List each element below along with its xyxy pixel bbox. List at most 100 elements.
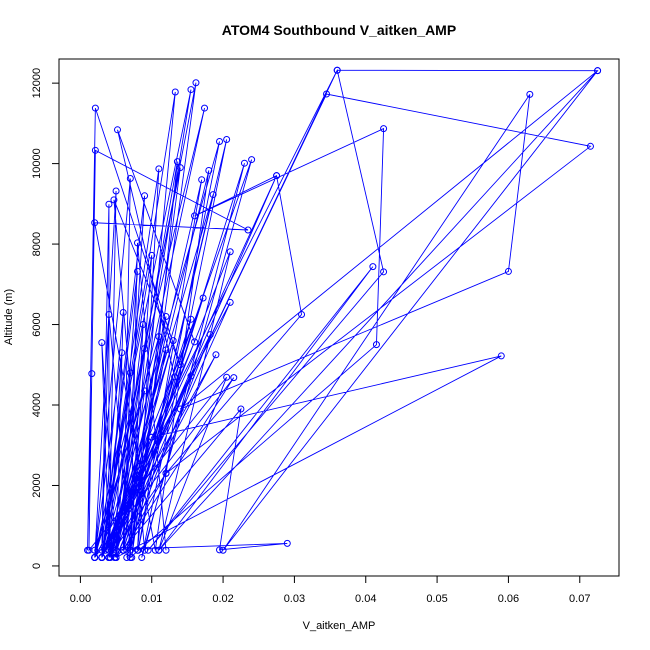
data-point bbox=[248, 156, 256, 164]
data-point bbox=[176, 405, 184, 413]
data-point bbox=[162, 546, 170, 554]
data-point bbox=[176, 361, 184, 369]
data-point bbox=[201, 104, 209, 112]
data-point bbox=[138, 553, 146, 561]
data-point bbox=[298, 310, 306, 318]
data-point bbox=[171, 373, 179, 381]
data-point bbox=[230, 374, 238, 382]
data-point bbox=[191, 338, 199, 346]
x-axis-label: V_aitken_AMP bbox=[303, 620, 376, 632]
data-point bbox=[119, 308, 127, 316]
data-point bbox=[112, 549, 120, 557]
data-point bbox=[126, 369, 134, 377]
data-point bbox=[205, 166, 213, 174]
data-point bbox=[176, 164, 184, 172]
y-tick-label: 10000 bbox=[31, 148, 43, 179]
data-point bbox=[240, 159, 248, 167]
data-point bbox=[139, 321, 147, 329]
x-tick-label: 0.02 bbox=[212, 593, 233, 605]
data-point bbox=[526, 90, 534, 98]
x-tick-label: 0.04 bbox=[355, 593, 376, 605]
chart-title: ATOM4 Southbound V_aitken_AMP bbox=[222, 22, 456, 38]
data-point bbox=[187, 372, 195, 380]
data-point bbox=[141, 345, 149, 353]
y-axis-label: Altitude (m) bbox=[3, 289, 15, 345]
data-point bbox=[112, 187, 120, 195]
data-point bbox=[151, 546, 159, 554]
data-point bbox=[223, 135, 231, 143]
data-point bbox=[141, 387, 149, 395]
data-point bbox=[133, 239, 141, 247]
series-line bbox=[87, 68, 599, 559]
data-point bbox=[91, 146, 99, 154]
data-point bbox=[119, 546, 127, 554]
data-point bbox=[88, 370, 96, 378]
data-point bbox=[123, 546, 131, 554]
data-point bbox=[209, 191, 217, 199]
data-point bbox=[212, 351, 220, 359]
data-point bbox=[594, 67, 602, 75]
data-point bbox=[144, 546, 152, 554]
data-point bbox=[206, 331, 214, 339]
data-point bbox=[198, 176, 206, 184]
data-point bbox=[216, 546, 224, 554]
data-point bbox=[244, 226, 252, 234]
data-point bbox=[223, 373, 231, 381]
data-point bbox=[98, 546, 106, 554]
data-point bbox=[148, 433, 156, 441]
data-point bbox=[226, 248, 234, 256]
data-point bbox=[91, 553, 99, 561]
data-point bbox=[273, 172, 281, 180]
data-point bbox=[169, 337, 177, 345]
data-point bbox=[105, 310, 113, 318]
data-point bbox=[155, 165, 163, 173]
data-point bbox=[112, 546, 120, 554]
y-tick-label: 2000 bbox=[31, 473, 43, 497]
data-point bbox=[113, 126, 121, 134]
y-tick-label: 4000 bbox=[31, 393, 43, 417]
data-point bbox=[171, 88, 179, 96]
data-point bbox=[91, 219, 99, 227]
data-point bbox=[191, 212, 199, 220]
data-point bbox=[504, 267, 512, 275]
data-point bbox=[112, 553, 120, 561]
data-point bbox=[199, 294, 207, 302]
data-point bbox=[333, 66, 341, 74]
data-point bbox=[192, 79, 200, 87]
data-point bbox=[380, 268, 388, 276]
data-point bbox=[497, 352, 505, 360]
data-point bbox=[126, 174, 134, 182]
x-tick-label: 0.05 bbox=[426, 593, 447, 605]
data-point bbox=[91, 104, 99, 112]
data-point bbox=[372, 341, 380, 349]
data-point bbox=[187, 315, 195, 323]
data-point bbox=[162, 346, 170, 354]
data-point bbox=[187, 86, 195, 94]
data-point bbox=[283, 539, 291, 547]
data-point bbox=[105, 546, 113, 554]
data-point bbox=[237, 405, 245, 413]
data-point bbox=[98, 339, 106, 347]
data-point bbox=[133, 267, 141, 275]
data-point bbox=[118, 349, 126, 357]
y-tick-label: 6000 bbox=[31, 312, 43, 336]
series-layer bbox=[84, 66, 602, 561]
data-point bbox=[133, 546, 141, 554]
x-tick-label: 0.01 bbox=[141, 593, 162, 605]
data-point bbox=[105, 200, 113, 208]
data-point bbox=[101, 546, 109, 554]
data-point bbox=[162, 312, 170, 320]
data-point bbox=[98, 553, 106, 561]
data-point bbox=[369, 263, 377, 271]
y-axis: 0 2000 4000 6000 8000 10000 12000 bbox=[31, 68, 60, 569]
x-tick-label: 0.03 bbox=[284, 593, 305, 605]
data-point bbox=[162, 469, 170, 477]
data-point bbox=[173, 158, 181, 166]
x-tick-label: 0.07 bbox=[569, 593, 590, 605]
data-point bbox=[380, 125, 388, 133]
data-point bbox=[126, 553, 134, 561]
data-point bbox=[216, 137, 224, 145]
data-point bbox=[219, 546, 227, 554]
x-axis: 0.00 0.01 0.02 0.03 0.04 0.05 0.06 0.07 bbox=[70, 575, 590, 605]
y-tick-label: 12000 bbox=[31, 68, 43, 99]
